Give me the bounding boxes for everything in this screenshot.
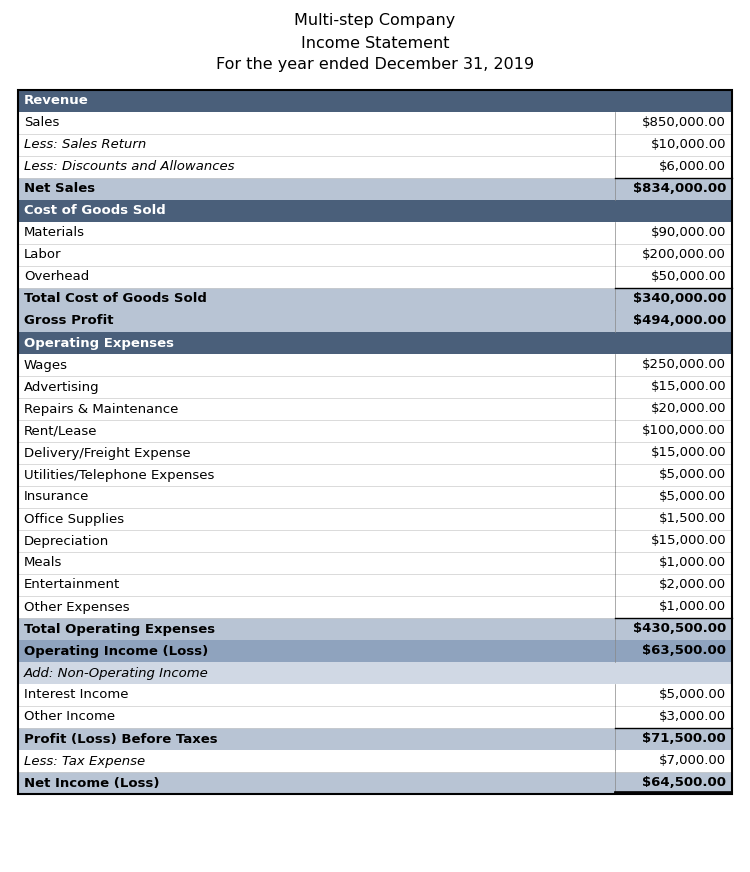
Text: $20,000.00: $20,000.00 — [650, 403, 726, 415]
Text: $834,000.00: $834,000.00 — [632, 182, 726, 195]
Text: Less: Sales Return: Less: Sales Return — [24, 139, 146, 152]
Text: Labor: Labor — [24, 249, 62, 262]
Bar — [18, 552, 732, 574]
Text: $5,000.00: $5,000.00 — [658, 689, 726, 701]
Bar — [18, 310, 732, 332]
Text: $15,000.00: $15,000.00 — [650, 446, 726, 460]
Bar — [18, 288, 732, 310]
Bar — [18, 486, 732, 508]
Text: Revenue: Revenue — [24, 94, 88, 107]
Text: $7,000.00: $7,000.00 — [658, 754, 726, 767]
Bar — [18, 244, 732, 266]
Bar — [18, 508, 732, 530]
Bar — [18, 332, 732, 354]
Bar — [18, 398, 732, 420]
Text: For the year ended December 31, 2019: For the year ended December 31, 2019 — [216, 58, 534, 72]
Text: $250,000.00: $250,000.00 — [642, 358, 726, 371]
Text: Overhead: Overhead — [24, 270, 89, 283]
Bar — [18, 134, 732, 156]
Bar — [18, 750, 732, 772]
Text: $100,000.00: $100,000.00 — [642, 425, 726, 438]
Text: Rent/Lease: Rent/Lease — [24, 425, 98, 438]
Text: $64,500.00: $64,500.00 — [642, 776, 726, 789]
Bar — [18, 464, 732, 486]
Text: Operating Expenses: Operating Expenses — [24, 337, 174, 350]
Bar — [18, 90, 732, 794]
Bar — [18, 376, 732, 398]
Text: $1,000.00: $1,000.00 — [658, 601, 726, 614]
Text: Less: Tax Expense: Less: Tax Expense — [24, 754, 146, 767]
Text: $50,000.00: $50,000.00 — [650, 270, 726, 283]
Text: Less: Discounts and Allowances: Less: Discounts and Allowances — [24, 160, 235, 174]
Text: $5,000.00: $5,000.00 — [658, 468, 726, 481]
Text: $340,000.00: $340,000.00 — [632, 292, 726, 305]
Text: Insurance: Insurance — [24, 490, 89, 503]
Text: Delivery/Freight Expense: Delivery/Freight Expense — [24, 446, 190, 460]
Text: Net Sales: Net Sales — [24, 182, 95, 195]
Bar — [18, 772, 732, 794]
Text: Gross Profit: Gross Profit — [24, 315, 113, 328]
Text: $850,000.00: $850,000.00 — [642, 117, 726, 130]
Text: Utilities/Telephone Expenses: Utilities/Telephone Expenses — [24, 468, 214, 481]
Bar — [18, 420, 732, 442]
Text: $63,500.00: $63,500.00 — [642, 644, 726, 657]
Text: Interest Income: Interest Income — [24, 689, 128, 701]
Text: $5,000.00: $5,000.00 — [658, 490, 726, 503]
Bar — [18, 222, 732, 244]
Text: Total Operating Expenses: Total Operating Expenses — [24, 623, 215, 636]
Bar — [18, 684, 732, 706]
Text: Profit (Loss) Before Taxes: Profit (Loss) Before Taxes — [24, 732, 218, 746]
Text: $2,000.00: $2,000.00 — [658, 578, 726, 591]
Bar — [18, 596, 732, 618]
Bar — [18, 200, 732, 222]
Bar — [18, 574, 732, 596]
Text: Materials: Materials — [24, 227, 85, 240]
Text: Office Supplies: Office Supplies — [24, 513, 124, 526]
Text: Cost of Goods Sold: Cost of Goods Sold — [24, 205, 166, 217]
Text: Sales: Sales — [24, 117, 59, 130]
Text: $1,500.00: $1,500.00 — [658, 513, 726, 526]
Bar — [18, 90, 732, 112]
Text: $15,000.00: $15,000.00 — [650, 380, 726, 393]
Text: $430,500.00: $430,500.00 — [633, 623, 726, 636]
Text: $200,000.00: $200,000.00 — [642, 249, 726, 262]
Text: $71,500.00: $71,500.00 — [642, 732, 726, 746]
Text: Multi-step Company: Multi-step Company — [294, 13, 455, 29]
Bar — [18, 156, 732, 178]
Text: $90,000.00: $90,000.00 — [650, 227, 726, 240]
Bar — [18, 266, 732, 288]
Text: $15,000.00: $15,000.00 — [650, 535, 726, 548]
Text: Total Cost of Goods Sold: Total Cost of Goods Sold — [24, 292, 207, 305]
Text: $6,000.00: $6,000.00 — [659, 160, 726, 174]
Text: $10,000.00: $10,000.00 — [650, 139, 726, 152]
Text: Entertainment: Entertainment — [24, 578, 120, 591]
Text: Depreciation: Depreciation — [24, 535, 109, 548]
Bar — [18, 178, 732, 200]
Text: $494,000.00: $494,000.00 — [633, 315, 726, 328]
Bar — [18, 530, 732, 552]
Text: Wages: Wages — [24, 358, 68, 371]
Text: Other Expenses: Other Expenses — [24, 601, 130, 614]
Bar — [18, 442, 732, 464]
Bar — [18, 618, 732, 640]
Text: Net Income (Loss): Net Income (Loss) — [24, 776, 160, 789]
Bar — [18, 112, 732, 134]
Bar — [18, 706, 732, 728]
Bar — [18, 354, 732, 376]
Bar — [18, 728, 732, 750]
Text: Add: Non-Operating Income: Add: Non-Operating Income — [24, 666, 209, 679]
Bar — [18, 640, 732, 662]
Bar — [18, 662, 732, 684]
Text: Other Income: Other Income — [24, 711, 116, 724]
Text: $1,000.00: $1,000.00 — [658, 556, 726, 569]
Text: Repairs & Maintenance: Repairs & Maintenance — [24, 403, 178, 415]
Text: $3,000.00: $3,000.00 — [658, 711, 726, 724]
Text: Income Statement: Income Statement — [301, 36, 449, 51]
Text: Advertising: Advertising — [24, 380, 100, 393]
Text: Operating Income (Loss): Operating Income (Loss) — [24, 644, 209, 657]
Text: Meals: Meals — [24, 556, 62, 569]
